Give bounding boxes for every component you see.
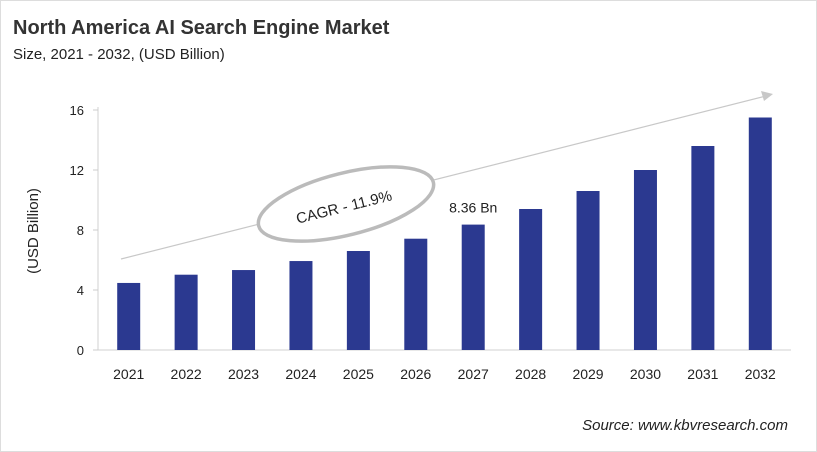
x-tick-label: 2026 xyxy=(400,366,431,382)
trend-arrow-head xyxy=(761,91,773,101)
y-tick-label: 4 xyxy=(77,283,84,298)
data-label: 8.36 Bn xyxy=(449,200,497,216)
y-tick-label: 0 xyxy=(77,343,84,358)
bar-2031 xyxy=(691,146,715,350)
x-tick-label: 2029 xyxy=(572,366,603,382)
x-tick-label: 2024 xyxy=(285,366,316,382)
x-tick-label: 2025 xyxy=(343,366,374,382)
y-tick-label: 16 xyxy=(70,103,84,118)
x-tick-label: 2031 xyxy=(687,366,718,382)
x-tick-label: 2027 xyxy=(458,366,489,382)
bar-2028 xyxy=(519,209,543,350)
y-axis-label: (USD Billion) xyxy=(25,188,42,274)
bar-2021 xyxy=(117,282,141,350)
chart-title: North America AI Search Engine Market xyxy=(13,17,390,39)
x-tick-label: 2021 xyxy=(113,366,144,382)
chart-subtitle: Size, 2021 - 2032, (USD Billion) xyxy=(13,46,225,63)
y-tick-label: 8 xyxy=(77,223,84,238)
y-tick-label: 12 xyxy=(70,163,84,178)
bar-2022 xyxy=(174,274,198,350)
bar-2024 xyxy=(289,261,313,350)
bar-2026 xyxy=(404,238,428,350)
source-note: Source: www.kbvresearch.com xyxy=(582,417,788,434)
x-tick-label: 2028 xyxy=(515,366,546,382)
x-tick-label: 2030 xyxy=(630,366,661,382)
bar-2025 xyxy=(346,251,370,350)
bar-2029 xyxy=(576,191,600,350)
cagr-ellipse xyxy=(256,165,436,243)
bar-2032 xyxy=(748,117,772,350)
x-tick-label: 2023 xyxy=(228,366,259,382)
trend-arrow-line xyxy=(120,95,767,260)
x-tick-label: 2022 xyxy=(171,366,202,382)
bar-2030 xyxy=(633,170,657,350)
bar-2027 xyxy=(461,224,485,350)
x-tick-label: 2032 xyxy=(745,366,776,382)
bar-2023 xyxy=(232,270,256,350)
